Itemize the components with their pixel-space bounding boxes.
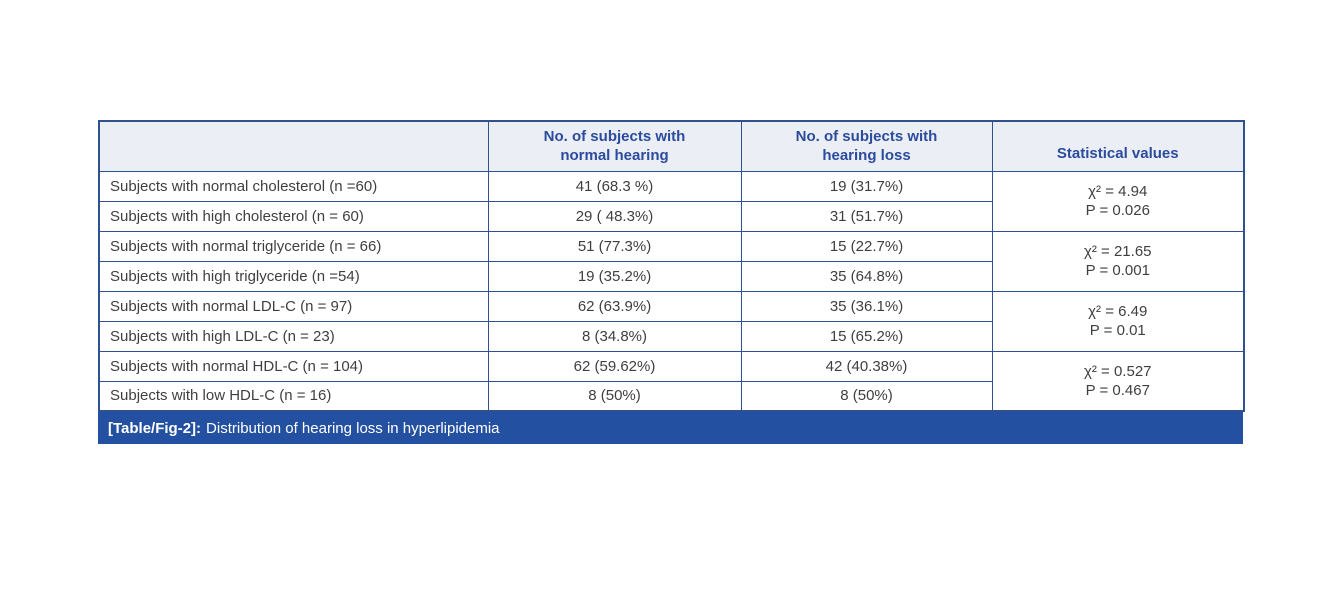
hearing-loss-cell: 15 (22.7%) bbox=[740, 230, 993, 262]
caption-tag: [Table/Fig-2]: bbox=[108, 419, 202, 437]
statistical-values-cell: χ² = 6.49 P = 0.01 bbox=[991, 290, 1245, 352]
p-value: P = 0.01 bbox=[1089, 322, 1146, 339]
table-row: Subjects with normal triglyceride (n = 6… bbox=[98, 230, 1245, 292]
row-label-cell: Subjects with high LDL-C (n = 23) bbox=[98, 320, 489, 352]
chi-square-value: χ² = 21.65 bbox=[1084, 243, 1152, 260]
table-body: Subjects with normal cholesterol (n =60)… bbox=[98, 170, 1245, 412]
normal-hearing-cell: 8 (34.8%) bbox=[487, 320, 742, 352]
p-value: P = 0.001 bbox=[1085, 262, 1150, 279]
table-row: Subjects with normal LDL-C (n = 97) 62 (6… bbox=[98, 290, 1245, 352]
normal-hearing-cell: 62 (59.62%) bbox=[487, 350, 742, 382]
statistical-values-cell: χ² = 0.527 P = 0.467 bbox=[991, 350, 1245, 412]
normal-hearing-cell: 41 (68.3 %) bbox=[487, 170, 742, 202]
row-label-cell: Subjects with low HDL-C (n = 16) bbox=[98, 380, 489, 412]
chi-square-value: χ² = 6.49 bbox=[1088, 303, 1148, 320]
hearing-loss-cell: 8 (50%) bbox=[740, 380, 993, 412]
row-label-cell: Subjects with normal cholesterol (n =60) bbox=[98, 170, 489, 202]
table-row: Subjects with high triglyceride (n =54) 1… bbox=[98, 260, 1244, 292]
row-label-cell: Subjects with normal LDL-C (n = 97) bbox=[98, 290, 489, 322]
normal-hearing-cell: 51 (77.3%) bbox=[487, 230, 742, 262]
header-empty-cell bbox=[98, 120, 489, 172]
hearing-loss-cell: 35 (36.1%) bbox=[740, 290, 993, 322]
table-figure: No. of subjects with normal hearing No. … bbox=[98, 120, 1245, 444]
table-row: Subjects with normal HDL-C (n = 104) 62 (… bbox=[98, 350, 1245, 412]
row-label-cell: Subjects with normal triglyceride (n = 6… bbox=[98, 230, 489, 262]
table-row: Subjects with high cholesterol (n = 60) 2… bbox=[98, 200, 1244, 232]
table-row: Subjects with high LDL-C (n = 23) 8 (34.8… bbox=[98, 320, 1244, 352]
hearing-loss-cell: 15 (65.2%) bbox=[740, 320, 993, 352]
statistical-values-cell: χ² = 21.65 P = 0.001 bbox=[991, 230, 1245, 292]
statistical-values-cell: χ² = 4.94 P = 0.026 bbox=[991, 170, 1245, 232]
hearing-loss-table: No. of subjects with normal hearing No. … bbox=[98, 120, 1245, 412]
normal-hearing-cell: 19 (35.2%) bbox=[487, 260, 742, 292]
table-header: No. of subjects with normal hearing No. … bbox=[98, 120, 1245, 172]
hearing-loss-cell: 31 (51.7%) bbox=[740, 200, 993, 232]
table-row: Subjects with normal cholesterol (n =60)… bbox=[98, 170, 1245, 232]
hearing-loss-cell: 35 (64.8%) bbox=[740, 260, 993, 292]
header-statistical-values: Statistical values bbox=[991, 120, 1245, 172]
header-hearing-loss: No. of subjects with hearing loss bbox=[740, 120, 993, 172]
table-caption: [Table/Fig-2]: Distribution of hearing l… bbox=[98, 412, 1243, 444]
hearing-loss-cell: 19 (31.7%) bbox=[740, 170, 993, 202]
caption-text: Distribution of hearing loss in hyperlip… bbox=[206, 419, 500, 437]
chi-square-value: χ² = 4.94 bbox=[1088, 183, 1148, 200]
header-row: No. of subjects with normal hearing No. … bbox=[98, 120, 1245, 172]
p-value: P = 0.026 bbox=[1085, 202, 1150, 219]
header-normal-hearing: No. of subjects with normal hearing bbox=[487, 120, 742, 172]
row-label-cell: Subjects with high triglyceride (n =54) bbox=[98, 260, 489, 292]
row-label-cell: Subjects with normal HDL-C (n = 104) bbox=[98, 350, 489, 382]
hearing-loss-cell: 42 (40.38%) bbox=[740, 350, 993, 382]
p-value: P = 0.467 bbox=[1085, 381, 1150, 399]
row-label-cell: Subjects with high cholesterol (n = 60) bbox=[98, 200, 489, 232]
normal-hearing-cell: 8 (50%) bbox=[487, 380, 742, 412]
normal-hearing-cell: 29 ( 48.3%) bbox=[487, 200, 742, 232]
normal-hearing-cell: 62 (63.9%) bbox=[487, 290, 742, 322]
table-row: Subjects with low HDL-C (n = 16) 8 (50%) 8… bbox=[98, 380, 1244, 412]
chi-square-value: χ² = 0.527 bbox=[1084, 362, 1152, 380]
